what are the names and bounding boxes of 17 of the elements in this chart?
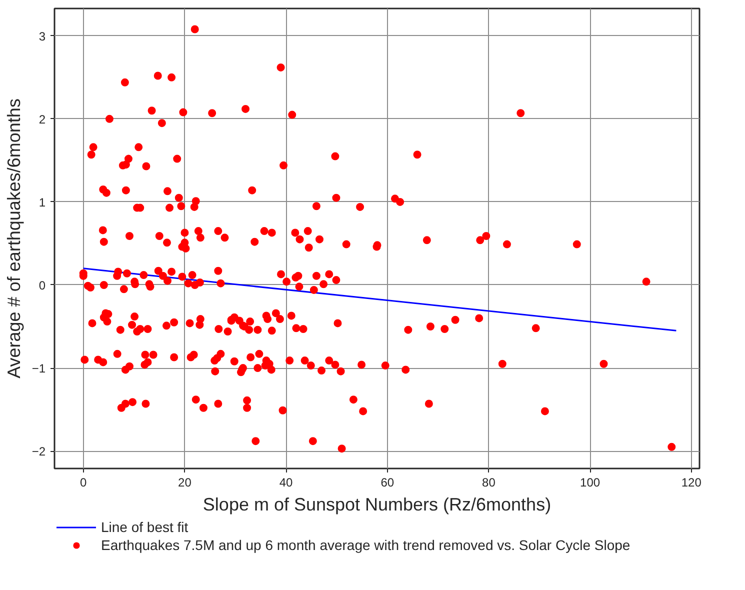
x-tick-label: 80 — [482, 476, 496, 490]
x-tick-label: 40 — [279, 476, 294, 490]
x-tick-label: 100 — [580, 476, 600, 490]
x-axis-title: Slope m of Sunspot Numbers (Rz/6months) — [202, 494, 552, 514]
y-tick-label: −1 — [32, 362, 46, 376]
x-tick-label: 20 — [178, 476, 192, 490]
y-tick-label: 2 — [38, 112, 46, 126]
y-tick-label: 1 — [38, 195, 46, 210]
x-tick-label: 0 — [80, 476, 88, 490]
y-tick-label: 0 — [38, 278, 46, 292]
y-tick-label: −2 — [32, 444, 46, 459]
x-tick-label: 120 — [681, 476, 702, 490]
y-axis-title: Average # of earthquakes/6months — [4, 98, 24, 378]
x-tick-label: 60 — [380, 476, 394, 490]
legend-label: Line of best fit — [101, 519, 188, 535]
legend-label: Earthquakes 7.5M and up 6 month average with trend removed vs. Solar Cycle Slope — [101, 537, 630, 553]
y-tick-label: 3 — [38, 29, 46, 44]
